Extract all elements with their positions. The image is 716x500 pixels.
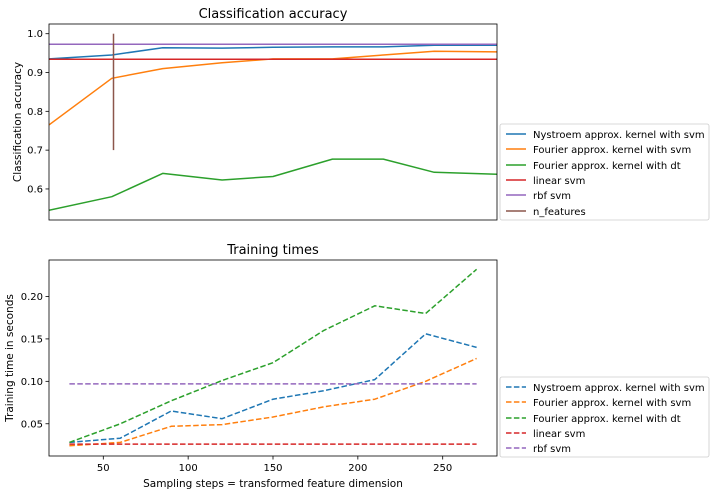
x-tick-label: 150 bbox=[263, 463, 282, 474]
legend-label: n_features bbox=[533, 207, 586, 218]
y-tick-label: 0.8 bbox=[27, 107, 43, 118]
training-time-x-axis-label: Sampling steps = transformed feature dim… bbox=[143, 478, 403, 490]
accuracy-subplot: Classification accuracy Classification a… bbox=[12, 7, 498, 221]
y-tick-label: 0.20 bbox=[21, 292, 43, 303]
legend-label: Fourier approx. kernel with dt bbox=[533, 161, 681, 172]
legend-item: rbf svm bbox=[506, 444, 571, 455]
series-line bbox=[49, 44, 497, 60]
series-line bbox=[69, 333, 477, 444]
series-line bbox=[49, 50, 497, 126]
accuracy-axes-frame bbox=[48, 23, 498, 221]
y-tick-label: 0.05 bbox=[21, 419, 43, 430]
legend-item: Fourier approx. kernel with dt bbox=[506, 161, 681, 172]
legend-label: rbf svm bbox=[533, 444, 571, 455]
legend-label: Fourier approx. kernel with svm bbox=[533, 145, 691, 156]
accuracy-y-axis-label: Classification accuracy bbox=[12, 62, 24, 182]
training-time-legend: Nystroem approx. kernel with svm Fourier… bbox=[499, 376, 710, 458]
x-tick-label: 50 bbox=[97, 463, 110, 474]
accuracy-plot-area: 0.6 0.7 0.8 0.9 1.0 bbox=[27, 29, 497, 212]
y-tick-label: 0.7 bbox=[27, 146, 43, 157]
training-time-plot-area: 0.05 0.10 0.15 0.20 50 100 150 200 250 bbox=[21, 268, 478, 474]
accuracy-legend: Nystroem approx. kernel with svm Fourier… bbox=[499, 123, 710, 221]
series-line bbox=[69, 268, 478, 444]
legend-label: linear svm bbox=[533, 429, 585, 440]
legend-label: Nystroem approx. kernel with svm bbox=[533, 383, 705, 394]
x-tick-label: 250 bbox=[433, 463, 452, 474]
legend-item: Nystroem approx. kernel with svm bbox=[506, 130, 705, 141]
legend-item: Fourier approx. kernel with svm bbox=[506, 145, 691, 156]
series-line bbox=[49, 158, 497, 212]
legend-item: linear svm bbox=[506, 176, 585, 187]
legend-item: rbf svm bbox=[506, 191, 571, 202]
x-tick-label: 100 bbox=[179, 463, 198, 474]
legend-label: linear svm bbox=[533, 176, 585, 187]
y-tick-label: 0.15 bbox=[21, 334, 43, 345]
training-time-subplot: Training times Training time in seconds … bbox=[4, 243, 498, 490]
legend-label: Nystroem approx. kernel with svm bbox=[533, 130, 705, 141]
training-time-legend-box bbox=[499, 376, 710, 458]
legend-label: rbf svm bbox=[533, 191, 571, 202]
accuracy-legend-box bbox=[499, 123, 710, 221]
legend-label: Fourier approx. kernel with dt bbox=[533, 414, 681, 425]
legend-item: n_features bbox=[506, 207, 586, 218]
legend-item: linear svm bbox=[506, 429, 585, 440]
legend-label: Fourier approx. kernel with svm bbox=[533, 398, 691, 409]
y-tick-label: 0.10 bbox=[21, 377, 43, 388]
y-tick-label: 0.6 bbox=[27, 184, 43, 195]
training-time-chart-title: Training times bbox=[226, 243, 319, 258]
x-tick-label: 200 bbox=[348, 463, 367, 474]
accuracy-chart-title: Classification accuracy bbox=[199, 7, 348, 22]
training-time-axes-frame bbox=[48, 259, 498, 457]
y-tick-label: 1.0 bbox=[27, 29, 43, 40]
training-time-y-axis-label: Training time in seconds bbox=[4, 294, 16, 423]
y-tick-label: 0.9 bbox=[27, 68, 43, 79]
legend-item: Nystroem approx. kernel with svm bbox=[506, 383, 705, 394]
legend-item: Fourier approx. kernel with svm bbox=[506, 398, 691, 409]
legend-item: Fourier approx. kernel with dt bbox=[506, 414, 681, 425]
series-line bbox=[69, 357, 477, 447]
